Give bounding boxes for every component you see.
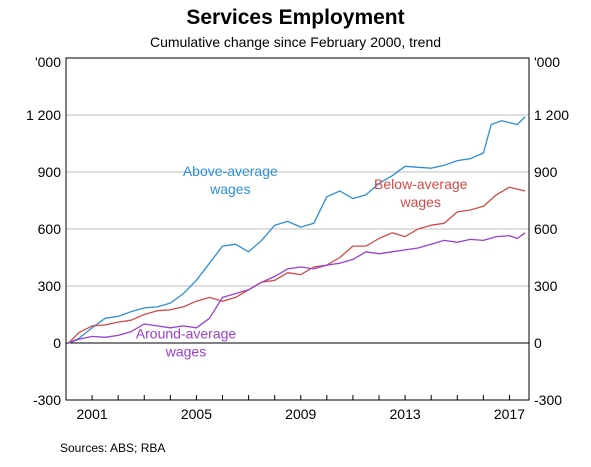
unit-label-right: '000 xyxy=(534,54,560,70)
series-line-below-average-wages xyxy=(68,186,526,344)
y-tick-label-left: -300 xyxy=(33,392,61,408)
chart-subtitle: Cumulative change since February 2000, t… xyxy=(149,34,442,50)
y-tick-label-right: 600 xyxy=(534,221,558,237)
unit-label-left: '000 xyxy=(35,54,61,70)
series-label-around-average-wages: Around-average wages xyxy=(136,325,237,359)
gridlines xyxy=(66,114,529,401)
series-lines xyxy=(68,116,526,344)
y-tick-label-left: 0 xyxy=(53,335,61,351)
y-tick-label-left: 600 xyxy=(38,221,62,237)
series-label-below-average-wages: Below-average wages xyxy=(374,176,468,210)
x-tick-label: 2005 xyxy=(181,406,212,422)
x-tick-label: 2017 xyxy=(494,406,525,422)
plot-frame xyxy=(65,57,530,401)
y-tick-label-right: 300 xyxy=(534,278,558,294)
chart-title: Services Employment xyxy=(186,6,405,29)
source-note: Sources: ABS; RBA xyxy=(60,441,166,455)
axis-tick-labels: -300 -300 0 0 300 300 600 600 900 900 1 200 1 200 '0… xyxy=(26,54,569,422)
y-tick-label-left: 900 xyxy=(38,164,62,180)
y-tick-label-left: 1 200 xyxy=(26,107,61,123)
axis-ticks xyxy=(65,395,510,400)
series-label-above-average-wages: Above-average wages xyxy=(183,163,278,197)
x-tick-label: 2001 xyxy=(77,406,108,422)
y-tick-label-right: 0 xyxy=(534,335,542,351)
y-tick-label-right: 900 xyxy=(534,164,558,180)
y-tick-label-left: 300 xyxy=(38,278,62,294)
y-tick-label-right: 1 200 xyxy=(534,107,569,123)
series-labels: Above-average wages Below-average wages Arou… xyxy=(136,163,468,359)
x-tick-label: 2013 xyxy=(390,406,421,422)
x-tick-label: 2009 xyxy=(285,406,316,422)
y-tick-label-right: -300 xyxy=(534,392,562,408)
series-line-around-average-wages xyxy=(68,232,526,344)
series-line-above-average-wages xyxy=(68,116,526,344)
